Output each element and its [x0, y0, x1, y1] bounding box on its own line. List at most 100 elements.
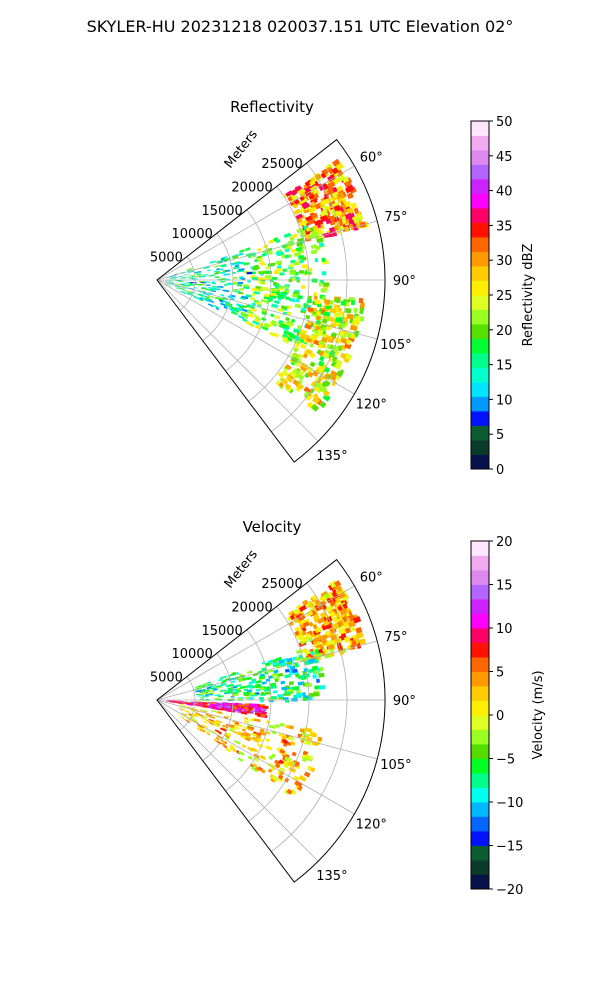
- radar-gate: [220, 689, 227, 692]
- colorbar-swatch: [471, 729, 489, 745]
- reflectivity-grid: [156, 162, 385, 442]
- sector-frame: [156, 558, 386, 883]
- radar-gate: [351, 640, 357, 647]
- radar-gate: [273, 270, 280, 275]
- colorbar-swatch: [471, 440, 489, 455]
- radar-gate: [314, 685, 320, 690]
- radar-gate: [293, 694, 298, 699]
- radar-gate: [322, 352, 330, 359]
- radar-gate: [207, 269, 211, 272]
- radar-gate: [303, 771, 311, 778]
- radar-gate: [264, 730, 271, 735]
- radar-gate: [355, 626, 363, 634]
- radar-gate: [233, 266, 240, 270]
- radar-gate: [287, 196, 293, 202]
- radar-gate: [252, 266, 260, 270]
- radar-gate: [295, 185, 302, 192]
- radar-gate: [205, 689, 211, 692]
- radar-gate: [278, 319, 284, 325]
- colorbar-swatch: [471, 150, 489, 165]
- radar-gate: [242, 305, 247, 309]
- radar-gate: [272, 332, 280, 338]
- radar-gate: [299, 728, 305, 733]
- radar-gate: [206, 686, 212, 690]
- radar-gate: [281, 735, 288, 740]
- radar-gate: [344, 200, 352, 208]
- radar-gate: [297, 295, 303, 300]
- radar-gate: [312, 624, 318, 630]
- radar-gate: [246, 710, 251, 714]
- radar-gate: [254, 708, 260, 712]
- radar-gate: [253, 718, 261, 723]
- radar-gate: [311, 665, 318, 671]
- radar-gate: [310, 212, 319, 219]
- radar-gate: [321, 318, 328, 324]
- radar-gate: [346, 207, 354, 215]
- radar-gate: [232, 281, 238, 284]
- radial-tick-label: 10000: [172, 227, 213, 242]
- velocity-tick-labels: 60° 75° 90° 105° 120° 135° 5000 10000 15000 20000…: [150, 547, 416, 884]
- radar-gate: [305, 394, 312, 401]
- radar-gate: [305, 754, 313, 761]
- colorbar-swatch: [471, 686, 489, 701]
- radar-gate: [274, 724, 280, 729]
- range-ring: [271, 582, 348, 853]
- radar-gate: [188, 283, 194, 285]
- radar-gate: [317, 604, 324, 611]
- radar-gate: [293, 617, 300, 624]
- radar-gate: [338, 591, 347, 600]
- radar-gate: [201, 728, 206, 732]
- radar-gate: [221, 739, 226, 744]
- radar-gate: [277, 294, 284, 299]
- radar-gate: [218, 678, 223, 682]
- radar-gate: [319, 684, 326, 690]
- radar-gate: [280, 377, 289, 385]
- radar-gate: [220, 293, 225, 297]
- azimuth-tick-label: 135°: [316, 869, 347, 884]
- radar-gate: [249, 692, 256, 696]
- radar-gate: [313, 295, 318, 301]
- radar-gate: [284, 673, 291, 679]
- radar-gate: [229, 728, 234, 732]
- radar-gate: [180, 280, 185, 282]
- radar-gate: [252, 756, 260, 763]
- radar-gate: [256, 737, 263, 743]
- radar-gate: [180, 702, 185, 705]
- radar-gate: [316, 237, 324, 244]
- radar-gate: [260, 708, 266, 712]
- radar-gate: [297, 353, 304, 360]
- radar-gate: [329, 226, 336, 233]
- radar-gate: [280, 305, 288, 310]
- azimuth-spoke: [156, 585, 355, 701]
- radar-gate: [279, 722, 285, 727]
- radar-gate: [213, 304, 219, 309]
- radar-gate: [317, 365, 326, 373]
- radar-gate: [260, 699, 264, 703]
- radar-gate: [268, 238, 276, 244]
- radar-gate: [211, 285, 219, 289]
- radar-gate: [184, 290, 190, 294]
- radar-gate: [313, 339, 321, 346]
- colorbar-tick-label: 20: [496, 324, 513, 339]
- radar-gate: [307, 371, 314, 378]
- radar-gate: [292, 760, 300, 767]
- radar-gate: [216, 268, 220, 271]
- range-ring: [225, 209, 272, 372]
- radar-gate: [349, 318, 354, 324]
- radar-gate: [209, 274, 215, 277]
- radar-gate: [312, 614, 320, 621]
- radial-tick-label: 25000: [261, 577, 302, 592]
- radar-gate: [270, 682, 277, 687]
- radar-gate: [202, 706, 208, 709]
- radar-gate: [342, 621, 350, 629]
- radar-gate: [344, 212, 353, 220]
- radar-gate: [202, 682, 209, 686]
- radar-gate: [222, 675, 228, 679]
- colorbar-tick-label: 0: [496, 463, 504, 478]
- radar-gate: [191, 714, 197, 718]
- radar-gate: [294, 662, 299, 668]
- colorbar-swatch: [471, 657, 489, 672]
- radar-gate: [170, 282, 175, 284]
- colorbar-swatch: [471, 251, 489, 267]
- radar-gate: [259, 696, 264, 700]
